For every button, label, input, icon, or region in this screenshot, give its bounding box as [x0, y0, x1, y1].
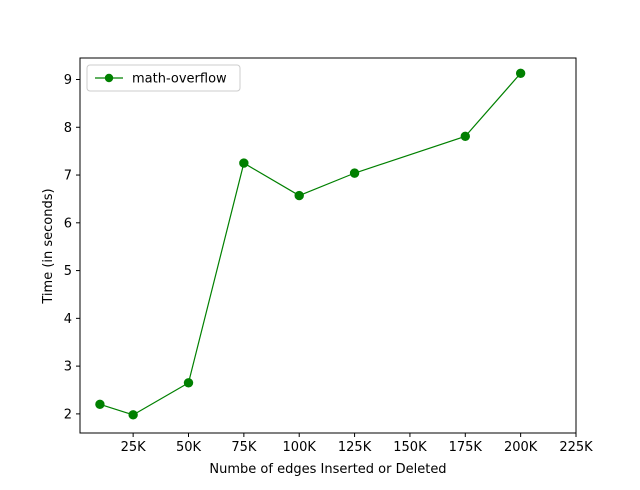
y-tick-label: 2: [64, 407, 72, 422]
data-point: [349, 168, 360, 178]
y-tick-label: 9: [64, 73, 72, 88]
x-tick-label: 225K: [559, 440, 593, 455]
plot-area: [79, 57, 577, 434]
x-tick-label: 100K: [283, 440, 317, 455]
data-point: [95, 399, 105, 410]
x-axis: 25K 50K 75K 100K 125K 150K 175K 200K 225K: [121, 433, 593, 455]
legend-label: math-overflow: [132, 72, 227, 87]
legend: math-overflow: [86, 64, 241, 92]
x-tick-label: 150K: [393, 440, 427, 455]
series-layer: [95, 68, 526, 420]
x-axis-label: Numbe of edges Inserted or Deleted: [209, 462, 446, 477]
data-point: [515, 68, 526, 78]
plot-frame: [79, 57, 577, 434]
x-tick-label: 75K: [231, 440, 257, 455]
data-point: [183, 378, 194, 388]
legend-box: [86, 64, 241, 92]
y-tick-label: 7: [64, 169, 72, 184]
x-tick-label: 200K: [504, 440, 538, 455]
y-tick-label: 5: [64, 264, 72, 279]
x-tick-label: 50K: [176, 440, 202, 455]
y-tick-label: 3: [64, 360, 72, 375]
data-point: [128, 410, 138, 420]
x-tick-label: 175K: [449, 440, 483, 455]
y-axis: 2 3 4 5 6 7 8 9: [64, 73, 80, 422]
x-tick-label: 25K: [121, 440, 147, 455]
x-tick-label: 125K: [338, 440, 372, 455]
y-tick-label: 8: [64, 121, 72, 136]
y-axis-label: Time (in seconds): [41, 188, 56, 304]
series-line: [99, 72, 522, 416]
data-point: [294, 190, 304, 201]
data-point: [460, 131, 470, 142]
legend-marker-swatch: [104, 73, 114, 83]
y-tick-label: 4: [64, 312, 72, 327]
y-tick-label: 6: [64, 216, 72, 231]
data-point: [239, 158, 249, 168]
